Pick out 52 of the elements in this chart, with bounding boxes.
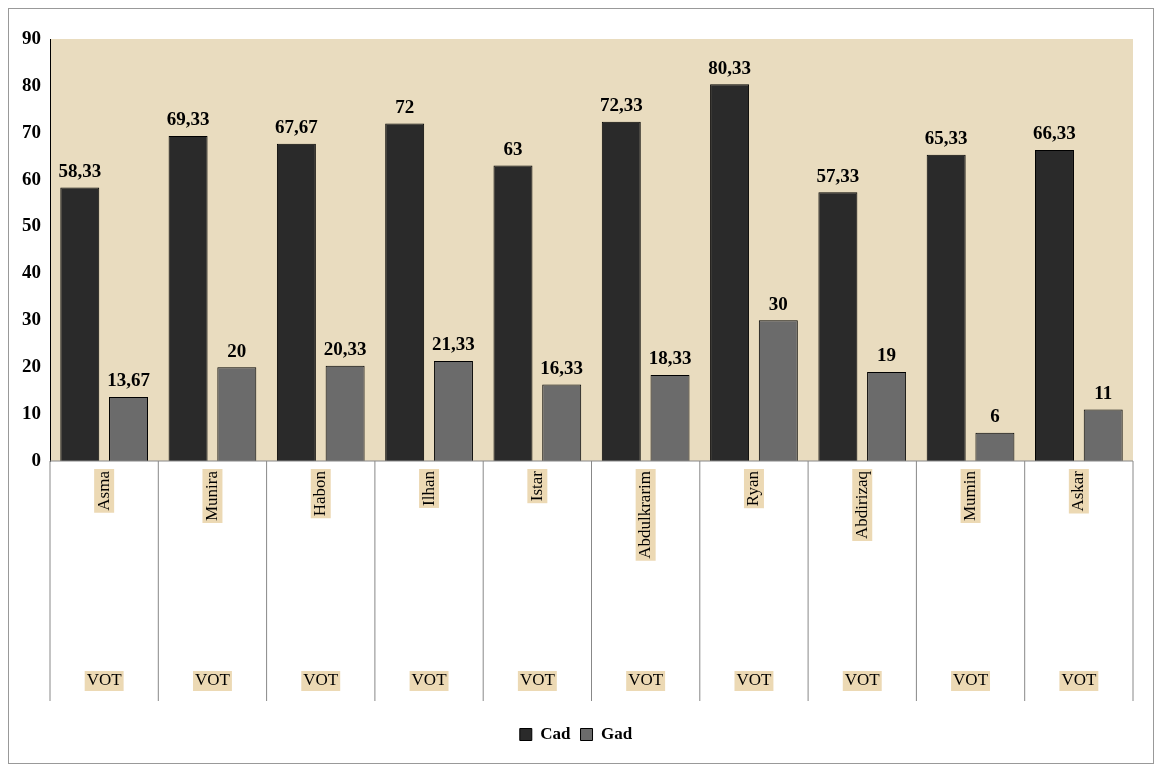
x-tick-label: Ilhan <box>418 470 438 506</box>
y-tick-label: 30 <box>22 308 41 330</box>
text: VOT <box>1061 670 1097 690</box>
y-tick-label: 10 <box>22 402 41 424</box>
data-label: 57,33 <box>816 164 860 186</box>
data-label: 58,33 <box>58 159 102 181</box>
data-label: 21,33 <box>432 333 475 355</box>
text: VOT <box>303 670 339 690</box>
data-label: 19 <box>877 344 897 366</box>
data-label: 20,33 <box>323 338 367 360</box>
y-tick-label: 40 <box>22 261 41 283</box>
text: VOT <box>411 670 448 690</box>
legend-label: Gad <box>601 723 633 743</box>
data-label: 65,33 <box>924 127 968 149</box>
x-tick-label: Abdirizaq <box>851 470 871 539</box>
text: VOT <box>194 670 231 690</box>
data-label: 80,33 <box>708 56 751 78</box>
data-label: 67,67 <box>275 116 319 138</box>
y-tick-label: 50 <box>22 214 41 236</box>
text: VOT <box>628 670 664 690</box>
x-tick-label: Istar <box>526 470 546 502</box>
x-tick-label: Habon <box>310 470 330 517</box>
text: VOT <box>736 670 773 690</box>
y-tick-label: 20 <box>22 355 41 377</box>
data-label: 20 <box>227 339 247 361</box>
y-tick-label: 60 <box>22 167 41 189</box>
data-label: 16,33 <box>540 356 584 378</box>
text: VOT <box>844 670 881 690</box>
data-label: 72 <box>395 95 415 117</box>
data-label: 11 <box>1094 381 1113 403</box>
text: VOT <box>953 670 989 690</box>
x-tick-label: Ryan <box>743 470 763 507</box>
y-tick-label: 0 <box>31 448 41 470</box>
legend-label: Cad <box>540 723 572 743</box>
data-label: 66,33 <box>1033 122 1076 144</box>
y-tick-label: 80 <box>22 73 41 95</box>
data-label: 69,33 <box>166 108 210 130</box>
x-tick-label: Askar <box>1068 470 1088 512</box>
x-tick-label: Asma <box>93 470 113 511</box>
text: VOT <box>86 670 123 690</box>
data-label: 72,33 <box>599 94 643 116</box>
y-tick-label: 70 <box>22 120 41 142</box>
x-tick-label: Abdulkrarim <box>635 471 655 559</box>
data-label: 30 <box>768 292 788 314</box>
data-label: 13,67 <box>107 369 151 391</box>
x-tick-label: Mumin <box>960 470 980 522</box>
y-tick-label: 90 <box>22 26 41 48</box>
x-tick-label: Munira <box>201 470 221 522</box>
data-label: 6 <box>990 405 1000 427</box>
data-label: 18,33 <box>648 347 692 369</box>
text: VOT <box>519 670 556 690</box>
data-label: 63 <box>503 138 523 160</box>
